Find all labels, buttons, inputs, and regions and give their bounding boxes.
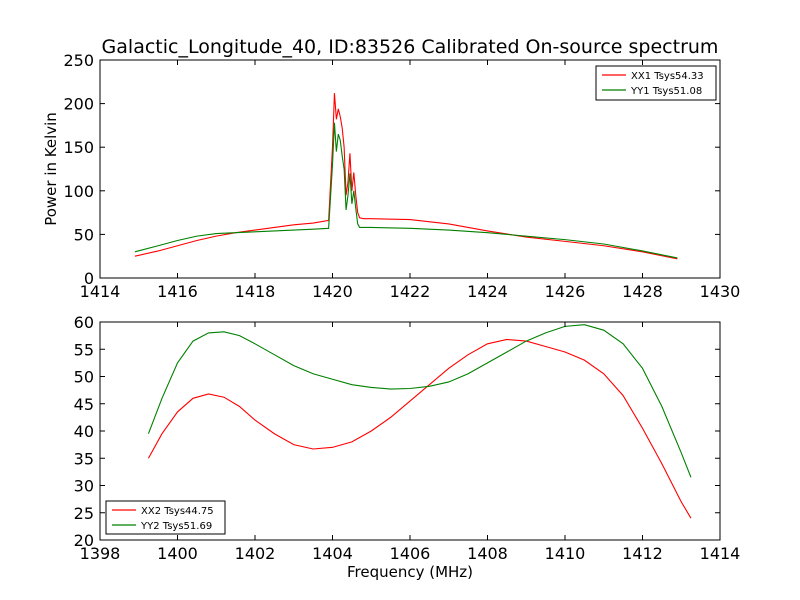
y-tick-label: 20 [74, 531, 94, 550]
x-tick-label: 1418 [235, 282, 276, 301]
x-tick-label: 1430 [700, 282, 741, 301]
legend-entry: YY1 Tsys51.08 [630, 86, 702, 97]
legend-box [105, 500, 226, 535]
x-tick-label: 1398 [80, 544, 121, 563]
y-tick-label: 150 [63, 138, 94, 157]
y-tick-label: 0 [84, 269, 94, 288]
y-tick-label: 250 [63, 51, 94, 70]
x-axis-label: Frequency (MHz) [347, 563, 473, 581]
legend-box [595, 65, 717, 101]
y-tick-label: 55 [74, 340, 94, 359]
y-axis-label: Power in Kelvin [42, 112, 60, 226]
series-line-xx [147, 338, 692, 519]
y-tick-label: 25 [74, 504, 94, 523]
series-line-xx [134, 93, 678, 260]
chart-title: Galactic_Longitude_40, ID:83526 Calibrat… [102, 36, 719, 58]
series-line-yy [147, 324, 692, 478]
y-tick-label: 60 [74, 313, 94, 332]
y-tick-label: 50 [74, 225, 94, 244]
legend-entry: XX2 Tsys44.75 [141, 506, 214, 517]
y-tick-label: 50 [74, 368, 94, 387]
legend-entry: YY2 Tsys51.69 [140, 521, 212, 532]
x-tick-label: 1424 [467, 282, 508, 301]
subplot-2: 1398 1400 1402 1404 1406 1408 1410 1412 1414 20 25… [74, 313, 741, 581]
x-tick-label: 1414 [700, 544, 741, 563]
y-tick-label: 30 [74, 477, 94, 496]
x-tick-label: 1408 [467, 544, 508, 563]
x-tick-label: 1400 [157, 544, 198, 563]
x-tick-label: 1410 [545, 544, 586, 563]
x-tick-label: 1412 [622, 544, 663, 563]
x-tick-label: 1416 [157, 282, 198, 301]
y-tick-label: 45 [74, 395, 94, 414]
x-tick-label: 1420 [312, 282, 353, 301]
legend: XX1 Tsys54.33 YY1 Tsys51.08 [595, 65, 717, 101]
legend-entry: XX1 Tsys54.33 [631, 71, 704, 82]
legend: XX2 Tsys44.75 YY2 Tsys51.69 [105, 500, 226, 535]
y-tick-label: 200 [63, 95, 94, 114]
y-tick-label: 100 [63, 182, 94, 201]
x-tick-label: 1426 [545, 282, 586, 301]
x-tick-label: 1404 [312, 544, 353, 563]
plots-container: 1414 1416 1418 1420 1422 1424 1426 1428 14300501… [42, 51, 740, 581]
x-tick-label: 1414 [80, 282, 121, 301]
x-tick-label: 1406 [390, 544, 431, 563]
x-tick-label: 1428 [622, 282, 663, 301]
y-tick-label: 40 [74, 422, 94, 441]
x-tick-label: 1422 [390, 282, 431, 301]
series-line-yy [134, 122, 678, 259]
x-tick-label: 1402 [235, 544, 276, 563]
subplot-1: 1414 1416 1418 1420 1422 1424 1426 1428 1430 0 50 1… [42, 51, 740, 301]
y-tick-label: 35 [74, 449, 94, 468]
